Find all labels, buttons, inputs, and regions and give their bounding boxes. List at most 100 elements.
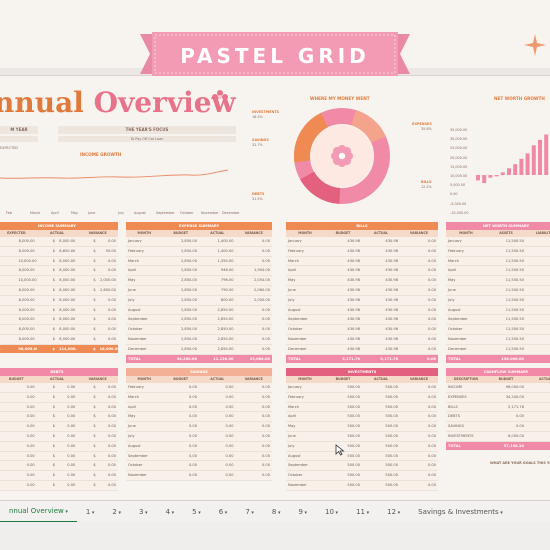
table-cell[interactable]: 500.00 xyxy=(347,385,360,389)
table-cell[interactable]: $ xyxy=(93,414,96,419)
table-cell[interactable]: November xyxy=(128,336,147,341)
table-cell[interactable]: 0.00 xyxy=(427,248,436,253)
table-cell[interactable]: 0.00 xyxy=(107,239,116,243)
table-row[interactable]: July 11,500.5015,00 xyxy=(446,296,550,306)
table-cell[interactable]: June xyxy=(128,424,136,429)
table-row[interactable]: INCOME 96,000.00114,0 xyxy=(446,383,550,393)
table-cell[interactable]: 2,850.00 xyxy=(180,336,197,341)
table-cell[interactable]: 500.00 xyxy=(385,453,398,458)
table-cell[interactable]: 430.98 xyxy=(347,307,360,312)
table-cell[interactable]: 0.00 xyxy=(427,239,436,243)
table-cell[interactable]: 0.00 xyxy=(107,258,116,263)
table-cell[interactable]: 0.00 xyxy=(26,433,35,438)
table-cell[interactable]: $ xyxy=(93,463,96,468)
table-cell[interactable]: 0.00 xyxy=(261,414,270,419)
sheet-tab[interactable]: 3 ▾ xyxy=(130,508,157,516)
table-cell[interactable]: $ xyxy=(93,453,96,458)
sheet-tab[interactable]: 8 ▾ xyxy=(263,508,290,516)
table-cell[interactable]: $ xyxy=(52,463,55,468)
table-cell[interactable]: June xyxy=(288,433,296,438)
table-cell[interactable]: 0.00 xyxy=(188,473,197,478)
table-cell[interactable]: 15,00 xyxy=(526,286,550,295)
table-cell[interactable]: $ xyxy=(0,481,16,490)
table-cell[interactable]: $ xyxy=(93,258,96,263)
table-cell[interactable]: 2,850.00 xyxy=(217,346,234,351)
table-cell[interactable]: 15,00 xyxy=(526,335,550,344)
table-row[interactable]: $8,000.00$8,000.00$2,600.00 xyxy=(0,286,118,296)
table-cell[interactable]: June xyxy=(448,287,456,292)
table-cell[interactable]: 0.00 xyxy=(427,297,436,302)
table-row[interactable]: $8,000.00$8,000.00$0.00 xyxy=(0,296,118,306)
table-cell[interactable]: 500.00 xyxy=(347,443,360,448)
table-cell[interactable]: $ xyxy=(52,404,55,409)
table-cell[interactable]: April xyxy=(288,414,297,419)
table-cell[interactable]: 0.00 xyxy=(26,424,35,429)
table-cell[interactable]: 0.00 xyxy=(107,443,116,448)
table-cell[interactable]: 0.00 xyxy=(188,443,197,448)
table-cell[interactable]: 8,000.00 xyxy=(59,287,76,292)
table-cell[interactable]: January xyxy=(288,385,302,389)
table-row[interactable]: June 430.98 430.98 0.00 xyxy=(286,286,438,296)
table-cell[interactable]: October xyxy=(288,473,303,478)
table-cell[interactable]: 500.00 xyxy=(347,394,360,399)
table-cell[interactable]: $ xyxy=(52,453,55,458)
table-cell[interactable]: 0.00 xyxy=(67,404,76,409)
table-row[interactable]: SAVINGS 0.00 xyxy=(446,422,550,432)
table-cell[interactable]: $ xyxy=(0,412,16,421)
table-row[interactable]: March 0.00 0.00 0.00 xyxy=(126,393,272,403)
table-cell[interactable]: 430.98 xyxy=(385,346,398,351)
table-cell[interactable]: 0.00 xyxy=(225,453,234,458)
table-cell[interactable]: 2,850.00 xyxy=(180,258,197,263)
table-cell[interactable]: $ xyxy=(93,404,96,409)
table-row[interactable]: October 430.98 430.98 0.00 xyxy=(286,325,438,335)
table-cell[interactable]: 430.98 xyxy=(385,287,398,292)
table-cell[interactable]: January xyxy=(128,239,142,243)
table-cell[interactable]: 500.00 xyxy=(347,424,360,429)
table-cell[interactable]: 0.00 xyxy=(261,307,270,312)
chevron-down-icon[interactable]: ▾ xyxy=(276,509,281,516)
table-row[interactable]: $8,000.00$8,000.00$0.00 xyxy=(0,315,118,326)
table-cell[interactable]: 500.00 xyxy=(385,433,398,438)
table-cell[interactable]: 0.00 xyxy=(261,473,270,478)
table-cell[interactable]: September xyxy=(128,317,148,322)
table-cell[interactable]: 11,500.50 xyxy=(505,336,524,341)
table-cell[interactable]: 500.00 xyxy=(385,482,398,487)
table-cell[interactable]: 8,000.00 xyxy=(59,307,76,312)
table-cell[interactable]: 0.00 xyxy=(225,394,234,399)
table-cell[interactable]: $ xyxy=(93,268,96,273)
table-cell[interactable]: $ xyxy=(0,247,16,256)
table-cell[interactable]: October xyxy=(288,327,303,332)
table-cell[interactable]: 0.00 xyxy=(188,424,197,429)
table-cell[interactable]: $ xyxy=(93,317,96,322)
table-cell[interactable]: 2,054.00 xyxy=(253,278,270,283)
table-cell[interactable]: $ xyxy=(0,471,16,480)
table-cell[interactable]: $ xyxy=(52,473,55,478)
table-cell[interactable]: July xyxy=(128,433,135,438)
table-cell[interactable]: 0.00 xyxy=(67,473,76,478)
table-cell[interactable]: 6,650.00 xyxy=(59,248,76,253)
table-cell[interactable]: July xyxy=(128,297,135,302)
table-cell[interactable]: 0.00 xyxy=(427,463,436,468)
table-cell[interactable]: 0.00 xyxy=(107,327,116,332)
table-row[interactable]: October 11,500.5015,00 xyxy=(446,325,550,335)
table-row[interactable]: January 500.00 500.00 0.00 xyxy=(286,383,438,393)
table-row[interactable]: $6,000.00$6,650.00$50.00 xyxy=(0,247,118,257)
table-cell[interactable]: 0.00 xyxy=(515,424,524,429)
table-cell[interactable]: 0.00 xyxy=(107,404,116,409)
table-cell[interactable]: 0.00 xyxy=(67,424,76,429)
table-cell[interactable]: 2,600.00 xyxy=(99,287,116,292)
table-cell[interactable]: 500.00 xyxy=(347,482,360,487)
table-cell[interactable]: 0.00 xyxy=(188,404,197,409)
table-cell[interactable]: 500.00 xyxy=(385,443,398,448)
table-row[interactable]: $0.00 $0.00 $0.00 xyxy=(0,412,118,423)
table-row[interactable]: March 500.00 500.00 0.00 xyxy=(286,403,438,413)
table-cell[interactable]: 430.98 xyxy=(385,268,398,273)
table-cell[interactable]: December xyxy=(128,346,147,351)
table-cell[interactable]: 15,00 xyxy=(526,247,550,256)
table-cell[interactable]: 0.00 xyxy=(67,453,76,458)
table-cell[interactable]: 2,850.00 xyxy=(180,307,197,312)
table-row[interactable]: September 430.98 430.98 0.00 xyxy=(286,315,438,326)
table-cell[interactable]: 0.00 xyxy=(427,433,436,438)
table-row[interactable]: November 430.98 430.98 0.00 xyxy=(286,335,438,345)
table-cell[interactable]: 11,1 xyxy=(526,393,550,402)
